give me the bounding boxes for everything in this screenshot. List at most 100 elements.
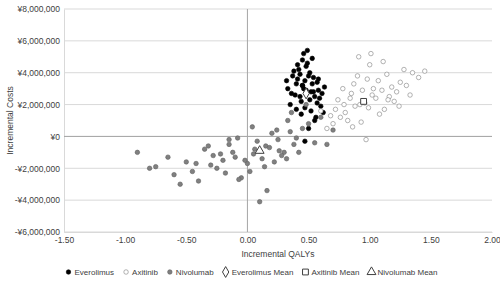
point [300, 126, 305, 131]
point [294, 136, 299, 141]
point [276, 137, 281, 142]
legend-symbol [124, 270, 129, 275]
point [361, 98, 367, 104]
point [386, 98, 391, 103]
point [312, 94, 317, 99]
point [293, 93, 298, 98]
point [343, 110, 348, 115]
y-tick: -¥4,000,000 [15, 195, 64, 205]
point [316, 88, 321, 93]
point [286, 86, 291, 91]
point [366, 106, 371, 111]
legend-symbol [66, 270, 71, 275]
point [237, 177, 242, 182]
point [196, 179, 201, 184]
y-tick-label: ¥0 [50, 132, 61, 142]
point [315, 101, 320, 106]
point [221, 158, 226, 163]
point [361, 99, 366, 104]
point [295, 77, 300, 82]
point [243, 158, 248, 163]
point [325, 142, 330, 147]
point [255, 139, 260, 144]
y-axis-line [64, 10, 65, 233]
x-axis-title: Incremental QALYs [241, 249, 314, 259]
point [331, 121, 336, 126]
legend-label: Nivolumab [176, 268, 214, 277]
point [392, 99, 397, 104]
point [309, 109, 314, 114]
point [288, 129, 293, 134]
point [279, 153, 284, 158]
point [394, 90, 399, 95]
point [310, 82, 315, 87]
point [356, 55, 361, 60]
legend-symbol [168, 270, 173, 275]
point [353, 104, 358, 109]
point [250, 125, 255, 130]
legend-label: Everolimus Mean [232, 268, 294, 277]
point [298, 72, 303, 77]
grid-line [64, 232, 492, 233]
point [377, 112, 382, 117]
point [292, 142, 297, 147]
y-tick-label: ¥6,000,000 [16, 36, 60, 46]
point [218, 152, 223, 157]
point [338, 115, 343, 120]
point [194, 161, 199, 166]
point [190, 169, 195, 174]
point [215, 166, 220, 171]
point [304, 102, 309, 107]
y-axis: -¥6,000,000-¥4,000,000-¥2,000,000¥0¥2,00… [15, 4, 65, 237]
x-axis-line [65, 232, 493, 233]
point [233, 155, 238, 160]
point [295, 62, 300, 67]
point [322, 85, 327, 90]
point [288, 102, 293, 107]
point [367, 62, 372, 67]
legend-item: Everolimus Mean [223, 267, 294, 278]
x-tick: -1.50 [55, 232, 75, 245]
point [355, 74, 360, 79]
y-tick-label: -¥6,000,000 [15, 227, 61, 237]
y-tick: ¥4,000,000 [16, 68, 64, 78]
point [290, 74, 295, 79]
x-tick: -0.50 [177, 232, 197, 245]
point [311, 90, 316, 95]
point [319, 115, 324, 120]
y-tick: ¥6,000,000 [16, 36, 64, 46]
legend: Everolimus Axitinib Nivolumab Everolimus Me… [66, 267, 437, 278]
grid-line [64, 72, 492, 73]
legend-item: Axitinib Mean [303, 268, 360, 277]
point [364, 137, 369, 142]
grid-line [64, 40, 492, 41]
y-tick: ¥8,000,000 [16, 4, 64, 14]
point [300, 83, 305, 88]
series-2 [135, 102, 335, 204]
point [382, 107, 387, 112]
legend-label: Axitinib [132, 268, 158, 277]
point [370, 93, 375, 98]
zero-line-x [247, 9, 248, 232]
legend-item: Everolimus [66, 268, 114, 277]
series-1 [319, 51, 427, 142]
point [299, 99, 304, 104]
point [398, 80, 403, 85]
point [303, 88, 309, 99]
point [211, 153, 216, 158]
point [408, 93, 413, 98]
point [294, 82, 299, 87]
point [381, 59, 386, 64]
legend-label: Nivolumab Mean [377, 268, 437, 277]
chart: -¥6,000,000-¥4,000,000-¥2,000,000¥0¥2,00… [0, 0, 500, 281]
point [333, 107, 338, 112]
x-tick-label: 0.00 [240, 235, 257, 245]
legend-symbol [303, 269, 309, 275]
point [300, 58, 305, 63]
point [248, 169, 253, 174]
point [365, 77, 370, 82]
point [317, 96, 322, 101]
point [380, 88, 385, 93]
point [305, 48, 310, 53]
point [299, 112, 304, 117]
